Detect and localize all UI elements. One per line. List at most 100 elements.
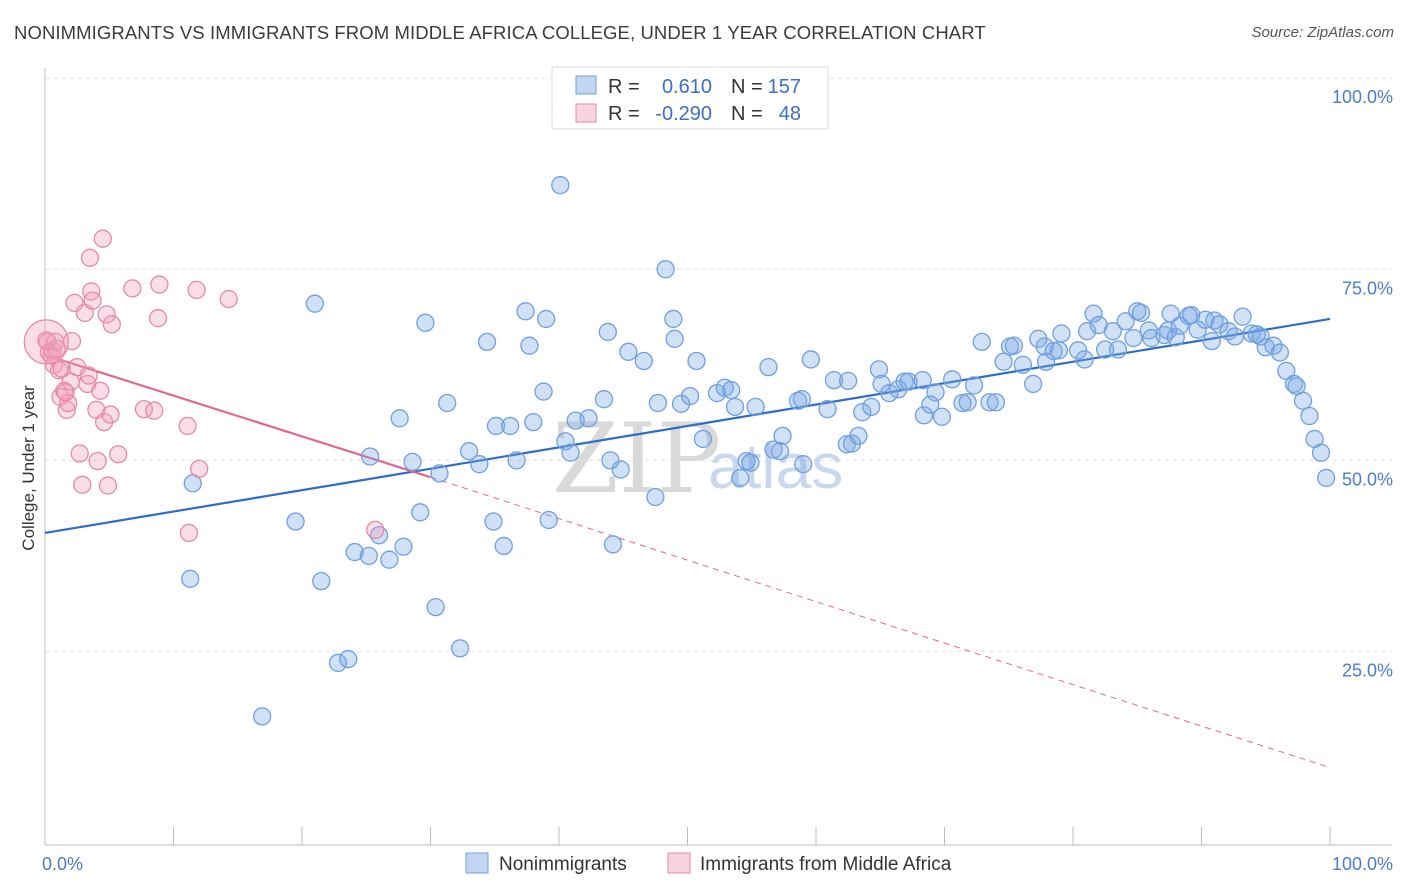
nonimmigrant-point (1024, 374, 1043, 394)
immigrant-point (102, 315, 121, 334)
nonimmigrant-point (1068, 341, 1088, 360)
nonimmigrant-point (426, 597, 445, 617)
bottom-legend-label-1: Nonimmigrants (499, 854, 627, 875)
immigrant-point (52, 359, 71, 378)
nonimmigrant-point (380, 550, 399, 569)
y-tick-labels: 100.0% 75.0% 50.0% 25.0% (1332, 87, 1393, 680)
immigrant-point (219, 289, 238, 309)
immigrant-point (37, 331, 56, 350)
nonimmigrant-point (926, 383, 945, 402)
nonimmigrant-point (792, 390, 812, 409)
nonimmigrant-point (345, 542, 364, 562)
nonimmigrant-point (687, 351, 706, 371)
immigrant-point (70, 444, 89, 463)
immigrant-point (145, 401, 164, 420)
nonimmigrant-point (1270, 343, 1290, 362)
nonimmigrant-point (1316, 468, 1336, 488)
nonimmigrant-point (664, 309, 683, 329)
nonimmigrant-point (872, 374, 891, 394)
nonimmigrant-point (1077, 322, 1097, 341)
nonimmigrant-point (880, 383, 899, 403)
nonimmigrant-point (725, 397, 745, 416)
immigrant-point (109, 445, 128, 464)
nonimmigrant-point (611, 460, 630, 479)
legend-r-label-1: R = (608, 76, 640, 98)
nonimmigrant-point (579, 409, 598, 428)
nonimmigrant-point (1049, 341, 1069, 360)
immigrant-point (187, 280, 206, 300)
nonimmigrant-point (1044, 341, 1063, 361)
nonimmigrant-point (964, 376, 984, 395)
nonimmigrant-point (1131, 303, 1151, 322)
nonimmigrant-point (537, 309, 556, 329)
nonimmigrant-point (986, 393, 1006, 412)
immigrant-point (56, 383, 75, 402)
nonimmigrant-point (722, 380, 741, 400)
immigrant-point (91, 381, 110, 400)
nonimmigrant-point (801, 350, 821, 369)
nonimmigrant-point (394, 537, 413, 556)
nonimmigrant-point (470, 455, 489, 474)
nonimmigrant-point (853, 403, 872, 422)
immigrant-point (58, 393, 78, 413)
nonimmigrant-point (1161, 304, 1180, 323)
immigrant-point (190, 459, 209, 478)
immigrant-point (179, 523, 199, 543)
nonimmigrant-point (1004, 336, 1024, 355)
nonimmigrant-point (430, 464, 449, 483)
nonimmigrant-point (486, 416, 506, 436)
immigrant-point (178, 416, 197, 436)
immigrant-point (83, 291, 102, 310)
nonimmigrant-point (1075, 350, 1094, 369)
nonimmigrant-point (773, 426, 792, 446)
nonimmigrant-point (1293, 391, 1313, 410)
immigrant-point (93, 229, 112, 248)
nonimmigrant-point (494, 536, 513, 556)
y-tick-label: 100.0% (1332, 87, 1393, 107)
nonimmigrant-point (328, 653, 348, 673)
nonimmigrant-point (770, 442, 790, 461)
immigrant-point (366, 520, 385, 540)
immigrant-point (97, 305, 116, 324)
y-tick-label: 25.0% (1342, 660, 1393, 680)
nonimmigrant-point (895, 372, 914, 391)
nonimmigrant-point (1284, 374, 1304, 394)
nonimmigrant-point (1052, 324, 1071, 343)
nonimmigrant-point (862, 397, 881, 416)
nonimmigrant-point (759, 357, 778, 377)
nonimmigrant-point (794, 455, 813, 474)
bottom-legend-swatch-blue (465, 852, 489, 874)
immigrants-trend-extension (430, 476, 1331, 769)
nonimmigrant-point (1311, 443, 1331, 462)
nonimmigrant-point (339, 649, 358, 669)
nonimmigrant-point (181, 569, 200, 588)
nonimmigrant-point (972, 332, 991, 352)
immigrant-point (123, 279, 142, 298)
bottom-legend-swatch-pink (667, 852, 691, 874)
grid (45, 77, 1392, 652)
nonimmigrant-point (507, 451, 526, 470)
nonimmigrant-point (1225, 327, 1245, 346)
legend-n-label-1: N = (731, 76, 763, 98)
nonimmigrant-point (731, 468, 750, 488)
nonimmigrant-point (594, 390, 614, 409)
nonimmigrant-point (556, 432, 575, 451)
nonimmigrant-point (994, 352, 1013, 371)
nonimmigrant-point (601, 451, 620, 470)
nonimmigrant-point (1116, 312, 1135, 331)
legend-n-value-2: 48 (779, 103, 801, 125)
nonimmigrant-point (438, 393, 457, 413)
correlation-legend: R = 0.610 N = 157 R = -0.290 N = 48 (551, 66, 829, 130)
nonimmigrant-point (359, 546, 378, 566)
nonimmigrant-point (1251, 327, 1270, 346)
chart-source: Source: ZipAtlas.com (1251, 24, 1394, 41)
nonimmigrant-point (390, 409, 409, 428)
nonimmigrant-point (561, 443, 580, 462)
y-tick-label: 75.0% (1342, 278, 1393, 298)
x-tick-label-min: 0.0% (42, 854, 83, 874)
nonimmigrant-point (1108, 340, 1128, 359)
immigrant-point (82, 282, 101, 301)
x-tick-label-max: 100.0% (1332, 854, 1393, 874)
nonimmigrant-point (459, 442, 479, 461)
nonimmigrant-point (648, 393, 668, 413)
